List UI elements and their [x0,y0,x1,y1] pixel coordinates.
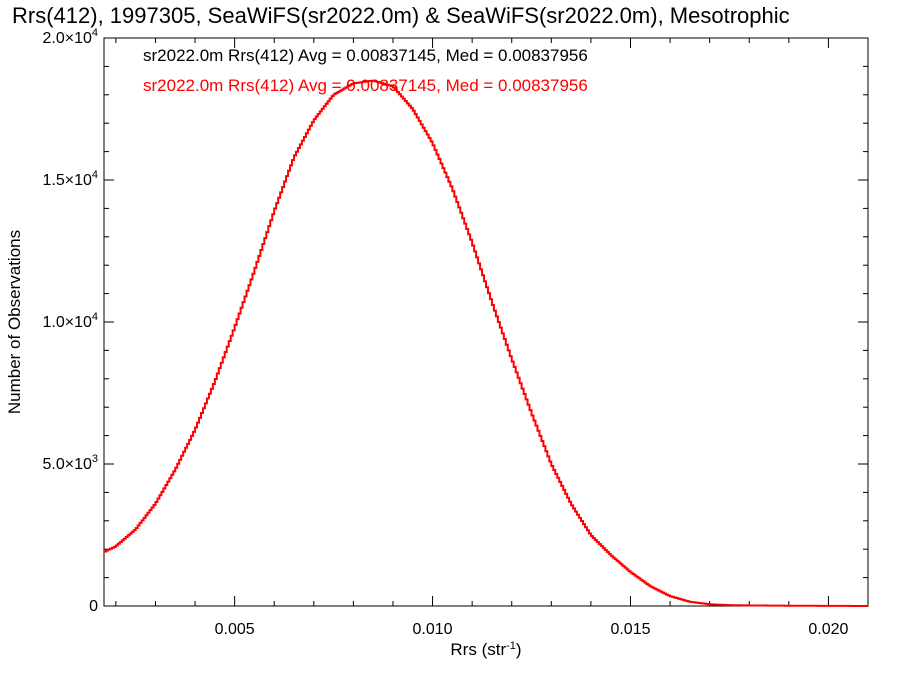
stats-annotation: sr2022.0m Rrs(412) Avg = 0.00837145, Med… [143,76,588,95]
x-axis-label-main: Rrs (str [450,640,506,659]
histogram-series-line [104,79,868,607]
x-tick-label: 0.005 [215,621,255,638]
y-tick-exponent: 3 [92,453,98,465]
y-tick-label: 5.0×103 [42,453,98,473]
x-axis-label-close: ) [516,640,522,659]
x-axis-label-sup: -1 [506,640,516,652]
series-layer [104,79,868,607]
annotations: sr2022.0m Rrs(412) Avg = 0.00837145, Med… [143,46,588,95]
x-tick-label: 0.015 [610,621,650,638]
y-axis-label: Number of Observations [5,230,24,414]
y-tick-label: 1.5×104 [42,169,98,189]
y-tick-mantissa: 0 [89,598,98,615]
x-tick-label: 0.010 [413,621,453,638]
y-tick-exponent: 4 [92,169,98,181]
x-axis: 0.005 0.010 0.015 0.020 [115,38,869,638]
plot-frame [103,37,869,607]
y-tick-exponent: 4 [92,27,98,39]
y-tick-label: 0 [89,598,98,615]
chart-title: Rrs(412), 1997305, SeaWiFS(sr2022.0m) & … [12,3,790,28]
y-tick-mantissa: 2.0×10 [42,30,91,47]
y-tick-label: 2.0×104 [42,27,98,47]
x-axis-label: Rrs (str-1) [450,640,521,659]
y-tick-exponent: 4 [92,311,98,323]
y-tick-mantissa: 1.0×10 [42,314,91,331]
y-tick-mantissa: 5.0×10 [42,456,91,473]
y-tick-mantissa: 1.5×10 [42,172,91,189]
x-tick-label: 0.020 [808,621,848,638]
y-tick-label: 1.0×104 [42,311,98,331]
plot-border [103,37,869,607]
stats-annotation: sr2022.0m Rrs(412) Avg = 0.00837145, Med… [143,46,588,65]
